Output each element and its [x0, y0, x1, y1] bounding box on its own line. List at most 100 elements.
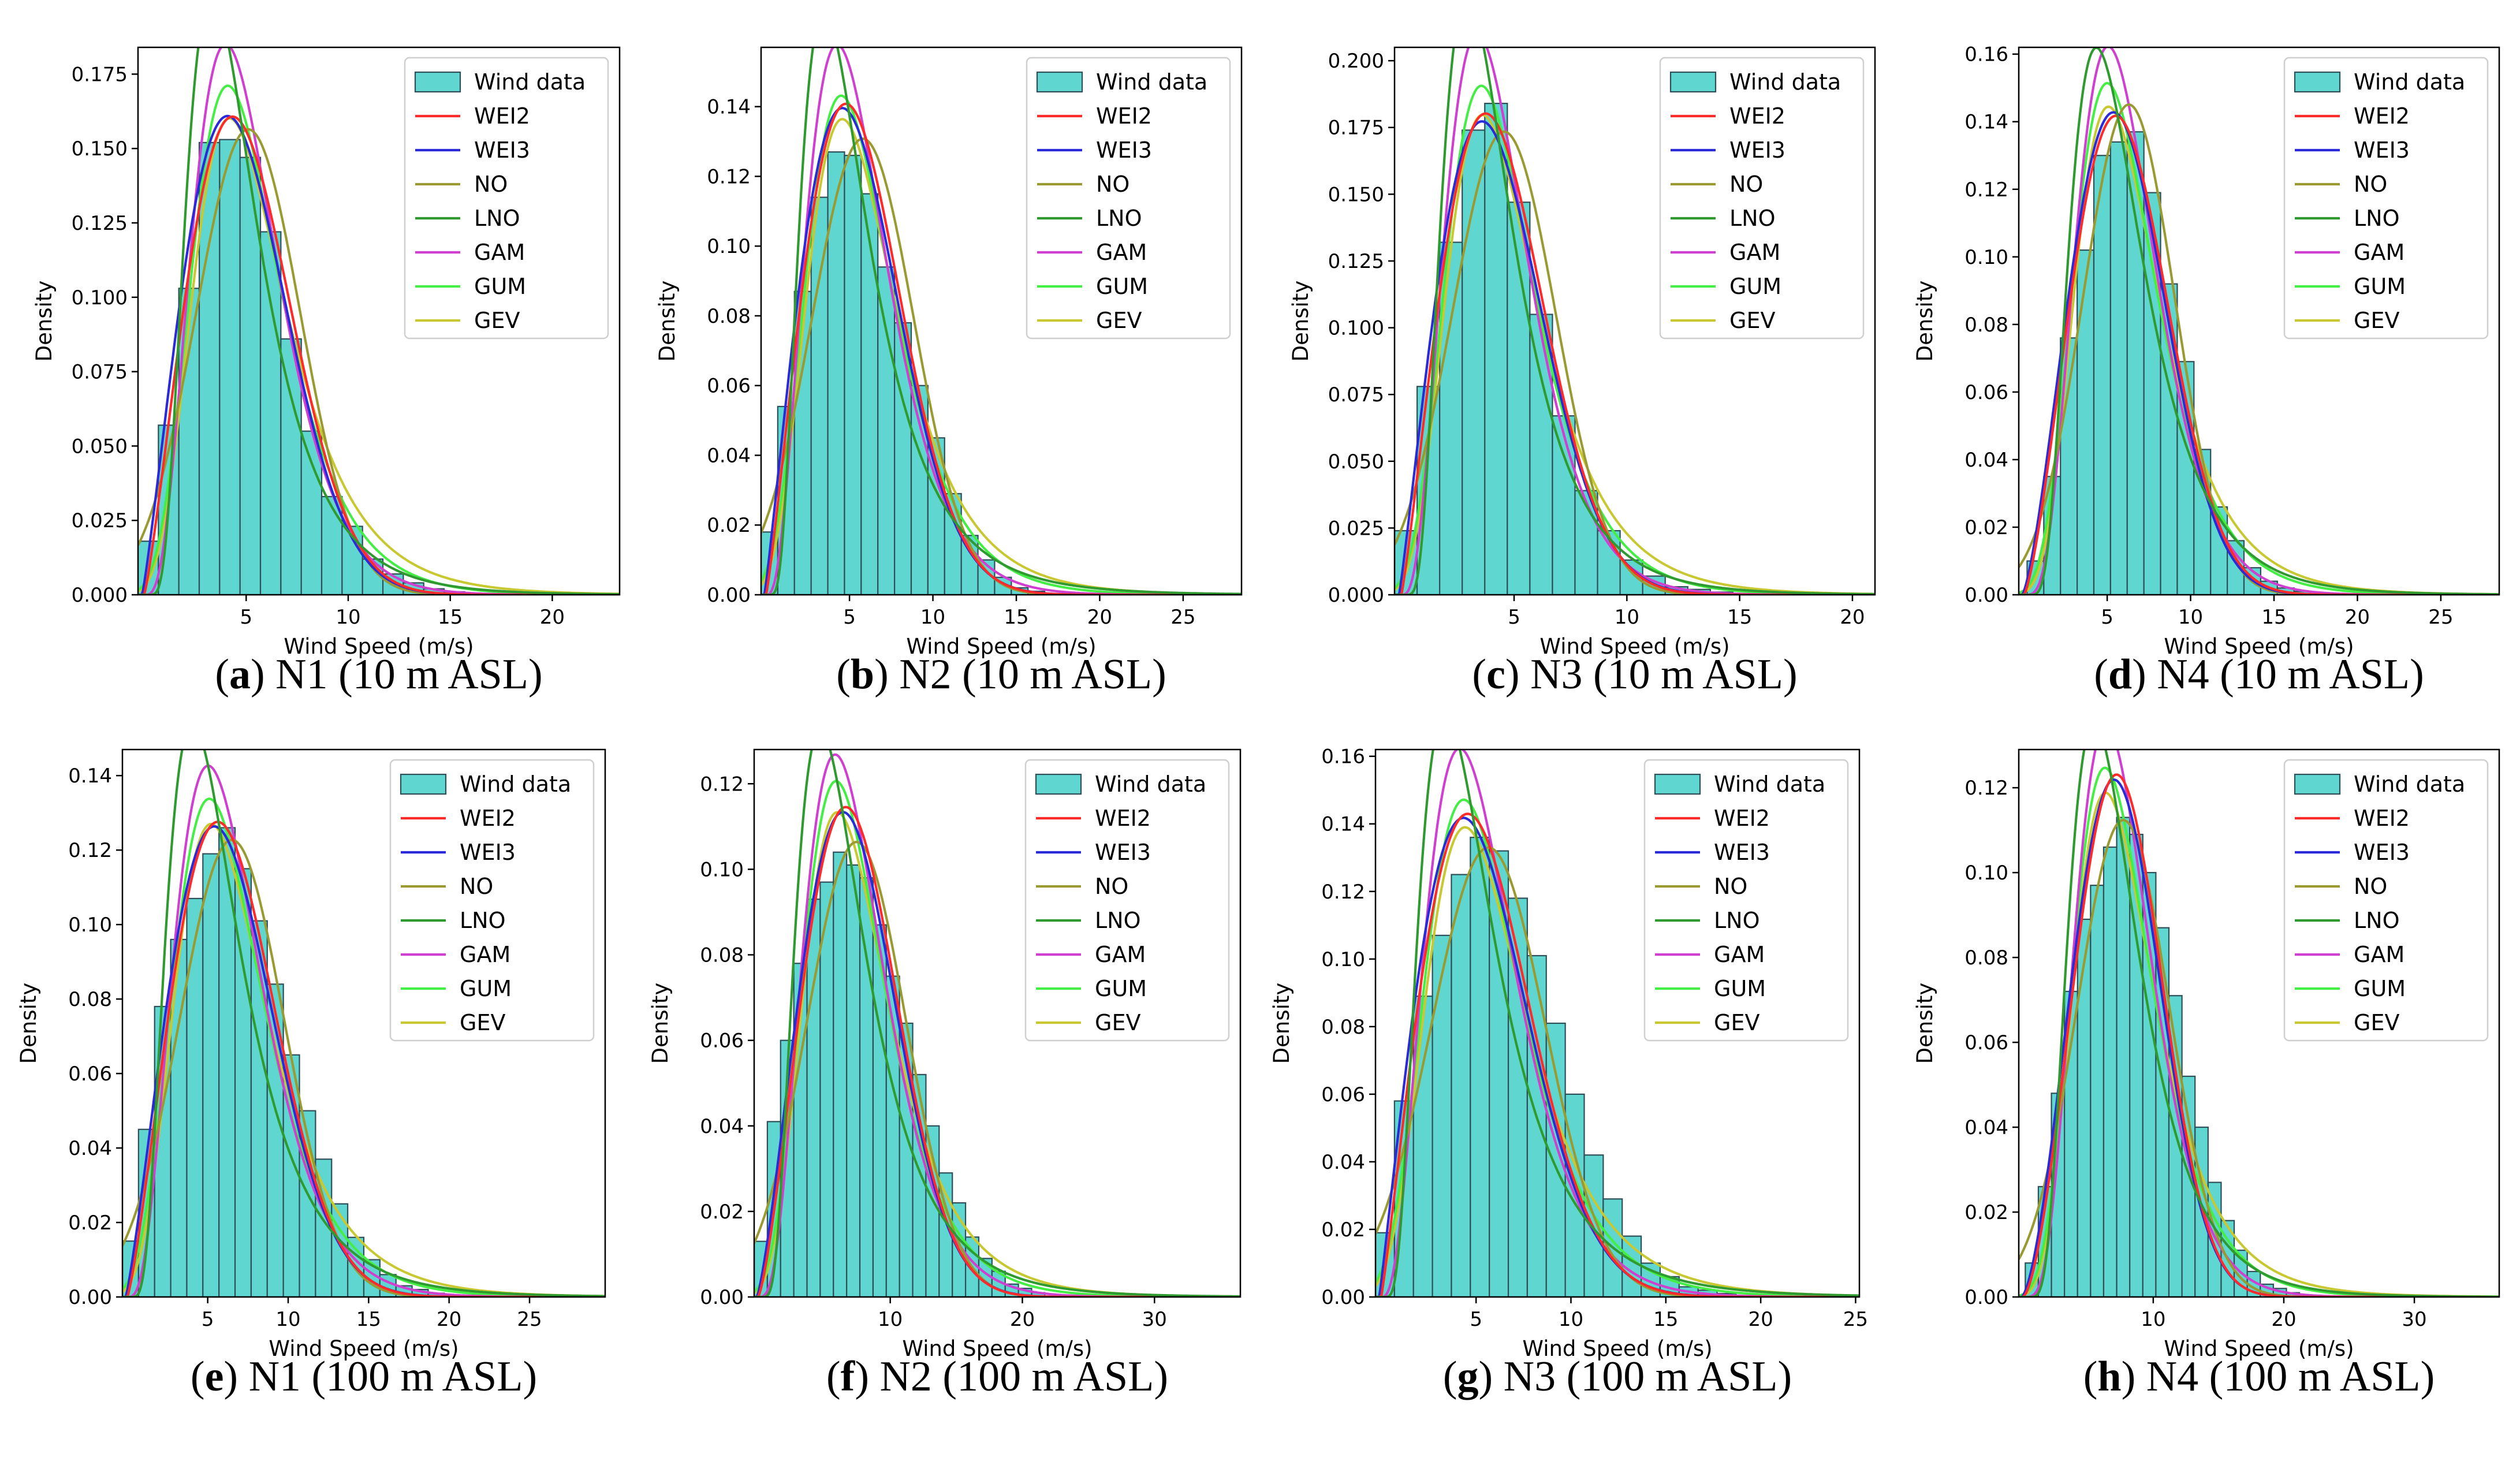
y-tick-label: 0.000 [72, 584, 128, 607]
y-tick-label: 0.06 [1964, 381, 2008, 404]
y-tick-label: 0.04 [707, 444, 751, 467]
x-tick-label: 20 [1087, 606, 1112, 629]
fit-curve-gum [1375, 798, 1859, 1297]
panel-letter: c [1486, 651, 1505, 698]
y-tick-label: 0.08 [1964, 314, 2008, 337]
x-tick-label: 15 [1727, 606, 1752, 629]
y-tick-label: 0.14 [68, 765, 112, 788]
y-tick-label: 0.025 [72, 509, 128, 532]
legend-label: GUM [1714, 976, 1766, 1001]
legend-box [1024, 759, 1230, 1042]
x-tick-label: 30 [2402, 1308, 2426, 1331]
y-axis-label: Density [16, 983, 41, 1064]
legend-label: Wind data [474, 69, 586, 95]
legend-label: GAM [1096, 240, 1147, 265]
legend: Wind data WEI2 WEI3 NO LNO GAM GUM GEV [2283, 759, 2489, 1042]
legend-label: GEV [1095, 1010, 1140, 1035]
y-tick-label: 0.12 [1964, 178, 2008, 202]
legend-label: WEI2 [2354, 806, 2410, 831]
x-axis-label: Wind Speed (m/s) [2164, 634, 2354, 659]
histogram-bar [844, 155, 862, 595]
y-tick-label: 0.12 [1964, 777, 2008, 800]
legend: Wind data WEI2 WEI3 NO LNO GAM GUM GEV [1643, 759, 1849, 1042]
fit-curve-gam [2019, 750, 2499, 1297]
x-tick-label: 20 [1840, 606, 1865, 629]
legend-label: WEI3 [2354, 137, 2410, 163]
panel-caption-text: N3 (10 m ASL) [1519, 651, 1798, 698]
x-axis-label: Wind Speed (m/s) [2164, 1336, 2354, 1361]
panel-letter: f [840, 1353, 855, 1400]
y-tick-label: 0.06 [700, 1030, 744, 1053]
legend-label: NO [1729, 172, 1763, 197]
panel-caption-text: N2 (10 m ASL) [888, 651, 1166, 698]
y-tick-label: 0.00 [1964, 584, 2008, 607]
plot-area [2019, 47, 2499, 595]
histogram-bar [320, 495, 343, 595]
legend-label: GUM [460, 976, 512, 1001]
legend-label: GAM [1095, 942, 1146, 967]
y-tick-label: 0.050 [1328, 450, 1384, 474]
histogram-bar [1432, 934, 1452, 1297]
axes-frame [1374, 748, 1861, 1298]
y-tick-label: 0.14 [707, 96, 751, 119]
x-tick-label: 25 [1843, 1308, 1868, 1331]
plot-area [122, 750, 605, 1297]
panel-caption-a: (a) N1 (10 m ASL) [215, 651, 543, 698]
histogram-bar [219, 139, 241, 595]
legend: Wind data WEI2 WEI3 NO LNO GAM GUM GEV [1659, 57, 1865, 340]
legend-label: WEI2 [1096, 103, 1152, 129]
histogram-bar [860, 193, 879, 595]
fit-curve-no [2019, 819, 2499, 1297]
y-tick-label: 0.075 [72, 361, 128, 384]
y-tick-label: 0.02 [1964, 1201, 2008, 1224]
histogram-bar [833, 851, 848, 1297]
plot-area [1395, 47, 1875, 595]
legend-label: GAM [1729, 240, 1780, 265]
x-tick-label: 20 [2345, 606, 2370, 629]
y-tick-label: 0.08 [700, 944, 744, 967]
y-tick-label: 0.02 [1321, 1218, 1365, 1242]
histogram-bar [2160, 283, 2178, 595]
legend-label: GUM [1095, 976, 1147, 1001]
y-axis-label: Density [1913, 983, 1937, 1064]
legend: Wind data WEI2 WEI3 NO LNO GAM GUM GEV [404, 57, 609, 340]
panel-caption-text: N2 (100 m ASL) [868, 1353, 1168, 1400]
y-tick-label: 0.175 [72, 63, 128, 86]
y-tick-label: 0.04 [1964, 449, 2008, 472]
x-tick-label: 25 [2428, 606, 2453, 629]
legend-label: WEI3 [1095, 840, 1151, 865]
x-tick-label: 10 [1559, 1308, 1583, 1331]
y-tick-label: 0.08 [68, 988, 112, 1011]
histogram-bar [2103, 846, 2118, 1297]
y-axis-label: Density [1288, 281, 1313, 362]
legend-box [1026, 57, 1231, 340]
fit-curve-no [138, 128, 620, 595]
y-tick-label: 0.10 [700, 858, 744, 881]
legend-label: LNO [1714, 908, 1760, 933]
y-tick-label: 0.000 [1328, 584, 1384, 607]
fit-curve-lno [2019, 47, 2499, 595]
x-axis-label: Wind Speed (m/s) [906, 634, 1096, 659]
y-tick-label: 0.125 [1328, 250, 1384, 273]
x-tick-label: 10 [1615, 606, 1639, 629]
fit-curve-wei2 [754, 806, 1240, 1297]
legend-label: WEI3 [2354, 840, 2410, 865]
legend-label: NO [1096, 172, 1129, 197]
x-tick-label: 15 [438, 606, 463, 629]
y-tick-label: 0.10 [68, 914, 112, 937]
axes-frame [753, 748, 1242, 1298]
legend-label: GEV [2354, 1010, 2399, 1035]
histogram-bar [1451, 874, 1471, 1297]
legend-label: GEV [1729, 308, 1775, 333]
x-tick-label: 20 [540, 606, 565, 629]
y-tick-label: 0.12 [1321, 881, 1365, 904]
y-tick-label: 0.04 [1321, 1151, 1365, 1174]
panel-letter: e [204, 1353, 224, 1400]
panel-caption-c: (c) N3 (10 m ASL) [1472, 651, 1798, 698]
y-tick-label: 0.12 [68, 839, 112, 862]
fit-curve-wei2 [1375, 812, 1859, 1297]
axes-frame [137, 46, 621, 596]
fit-curve-wei2 [761, 102, 1242, 595]
legend-label: WEI2 [1714, 806, 1770, 831]
y-tick-label: 0.06 [707, 375, 751, 398]
